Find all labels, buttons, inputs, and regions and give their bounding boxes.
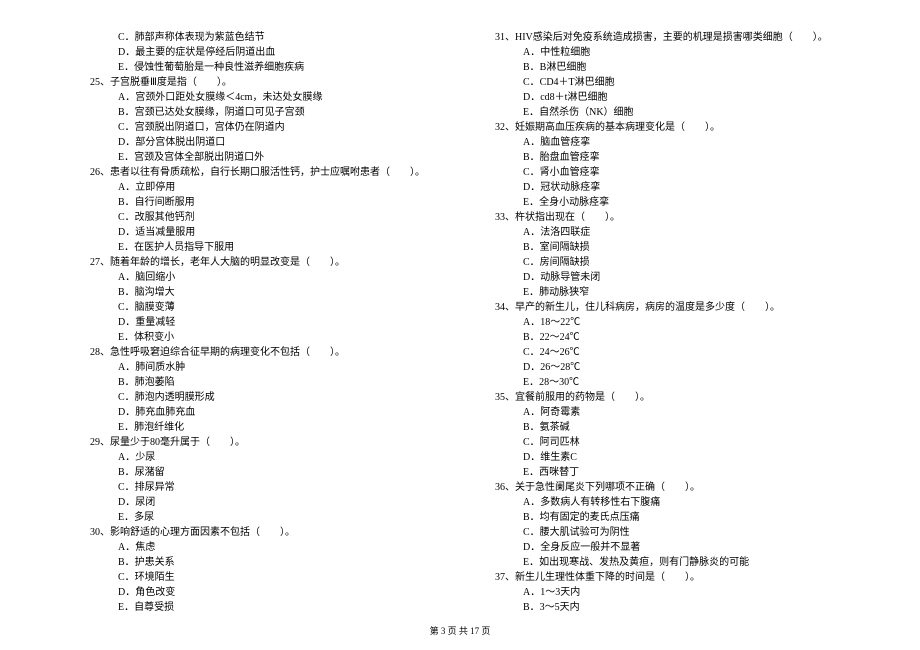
option-text: E．西咪替丁	[495, 465, 860, 480]
option-text: D．动脉导管未闭	[495, 270, 860, 285]
option-text: D．26～28℃	[495, 360, 860, 375]
question-text: 27、随着年龄的增长，老年人大脑的明显改变是（ ）。	[90, 255, 455, 270]
option-text: D．全身反应一般并不显著	[495, 540, 860, 555]
option-text: C．房间隔缺损	[495, 255, 860, 270]
option-text: E．在医护人员指导下服用	[90, 240, 455, 255]
option-text: C．CD4＋T淋巴细胞	[495, 75, 860, 90]
option-text: E．如出现寒战、发热及黄疸，则有门静脉炎的可能	[495, 555, 860, 570]
option-text: A．中性粒细胞	[495, 45, 860, 60]
option-text: C．环境陌生	[90, 570, 455, 585]
option-text: B．均有固定的麦氏点压痛	[495, 510, 860, 525]
option-text: C．肺泡内透明膜形成	[90, 390, 455, 405]
left-column: C．肺部声称体表现为紫蓝色结节D．最主要的症状是停经后阴道出血E．侵蚀性葡萄胎是…	[90, 30, 475, 615]
option-text: A．18～22℃	[495, 315, 860, 330]
option-text: B．脑沟增大	[90, 285, 455, 300]
option-text: B．氨茶碱	[495, 420, 860, 435]
option-text: D．冠状动脉痉挛	[495, 180, 860, 195]
question-text: 31、HIV感染后对免疫系统造成损害，主要的机理是损害哪类细胞（ ）。	[495, 30, 860, 45]
option-text: A．脑回缩小	[90, 270, 455, 285]
page-footer: 第 3 页 共 17 页	[0, 625, 920, 639]
option-text: D．重量减轻	[90, 315, 455, 330]
option-text: A．阿奇霉素	[495, 405, 860, 420]
option-text: E．全身小动脉痉挛	[495, 195, 860, 210]
option-text: B．B淋巴细胞	[495, 60, 860, 75]
option-text: A．宫颈外口距处女膜缘＜4cm，未达处女膜缘	[90, 90, 455, 105]
option-text: E．肺泡纤维化	[90, 420, 455, 435]
question-text: 28、急性呼吸窘迫综合征早期的病理变化不包括（ ）。	[90, 345, 455, 360]
question-text: 37、新生儿生理性体重下降的时间是（ ）。	[495, 570, 860, 585]
option-text: A．脑血管痉挛	[495, 135, 860, 150]
option-text: B．护患关系	[90, 555, 455, 570]
option-text: A．焦虑	[90, 540, 455, 555]
question-text: 32、妊娠期高血压疾病的基本病理变化是（ ）。	[495, 120, 860, 135]
option-text: E．自然杀伤（NK）细胞	[495, 105, 860, 120]
option-text: A．多数病人有转移性右下腹痛	[495, 495, 860, 510]
option-text: A．立即停用	[90, 180, 455, 195]
exam-page: C．肺部声称体表现为紫蓝色结节D．最主要的症状是停经后阴道出血E．侵蚀性葡萄胎是…	[0, 0, 920, 625]
option-text: B．宫颈已达处女膜缘，阴道口可见子宫颈	[90, 105, 455, 120]
option-text: E．侵蚀性葡萄胎是一种良性滋养细胞疾病	[90, 60, 455, 75]
option-text: B．室间隔缺损	[495, 240, 860, 255]
option-text: E．体积变小	[90, 330, 455, 345]
option-text: B．自行间断服用	[90, 195, 455, 210]
option-text: D．维生素C	[495, 450, 860, 465]
question-text: 36、关于急性阑尾炎下列哪项不正确（ ）。	[495, 480, 860, 495]
question-text: 34、早产的新生儿，住儿科病房，病房的温度是多少度（ ）。	[495, 300, 860, 315]
option-text: E．28～30℃	[495, 375, 860, 390]
option-text: C．腰大肌试验可为阴性	[495, 525, 860, 540]
option-text: D．最主要的症状是停经后阴道出血	[90, 45, 455, 60]
question-text: 29、尿量少于80毫升属于（ ）。	[90, 435, 455, 450]
option-text: C．24～26℃	[495, 345, 860, 360]
option-text: C．肾小血管痉挛	[495, 165, 860, 180]
option-text: D．尿闭	[90, 495, 455, 510]
option-text: C．阿司匹林	[495, 435, 860, 450]
right-column: 31、HIV感染后对免疫系统造成损害，主要的机理是损害哪类细胞（ ）。A．中性粒…	[475, 30, 860, 615]
option-text: D．角色改变	[90, 585, 455, 600]
option-text: A．少尿	[90, 450, 455, 465]
option-text: E．宫颈及宫体全部脱出阴道口外	[90, 150, 455, 165]
option-text: D．适当减量服用	[90, 225, 455, 240]
option-text: C．排尿异常	[90, 480, 455, 495]
question-text: 30、影响舒适的心理方面因素不包括（ ）。	[90, 525, 455, 540]
option-text: B．3～5天内	[495, 600, 860, 615]
option-text: E．多尿	[90, 510, 455, 525]
question-text: 35、宜餐前服用的药物是（ ）。	[495, 390, 860, 405]
option-text: B．肺泡萎陷	[90, 375, 455, 390]
option-text: E．肺动脉狭窄	[495, 285, 860, 300]
option-text: E．自尊受损	[90, 600, 455, 615]
question-text: 25、子宫脱垂Ⅲ度是指（ ）。	[90, 75, 455, 90]
option-text: D．部分宫体脱出阴道口	[90, 135, 455, 150]
option-text: A．法洛四联症	[495, 225, 860, 240]
question-text: 26、患者以往有骨质疏松，自行长期口服活性钙，护士应嘱咐患者（ ）。	[90, 165, 455, 180]
question-text: 33、杵状指出现在（ ）。	[495, 210, 860, 225]
option-text: C．肺部声称体表现为紫蓝色结节	[90, 30, 455, 45]
option-text: A．1～3天内	[495, 585, 860, 600]
option-text: D．cd8＋t淋巴细胞	[495, 90, 860, 105]
option-text: B．胎盘血管痉挛	[495, 150, 860, 165]
option-text: C．脑膜变薄	[90, 300, 455, 315]
option-text: A．肺间质水肿	[90, 360, 455, 375]
option-text: C．改服其他钙剂	[90, 210, 455, 225]
option-text: B．尿潴留	[90, 465, 455, 480]
option-text: D．肺充血肺充血	[90, 405, 455, 420]
option-text: B．22～24℃	[495, 330, 860, 345]
option-text: C．宫颈脱出阴道口，宫体仍在阴道内	[90, 120, 455, 135]
